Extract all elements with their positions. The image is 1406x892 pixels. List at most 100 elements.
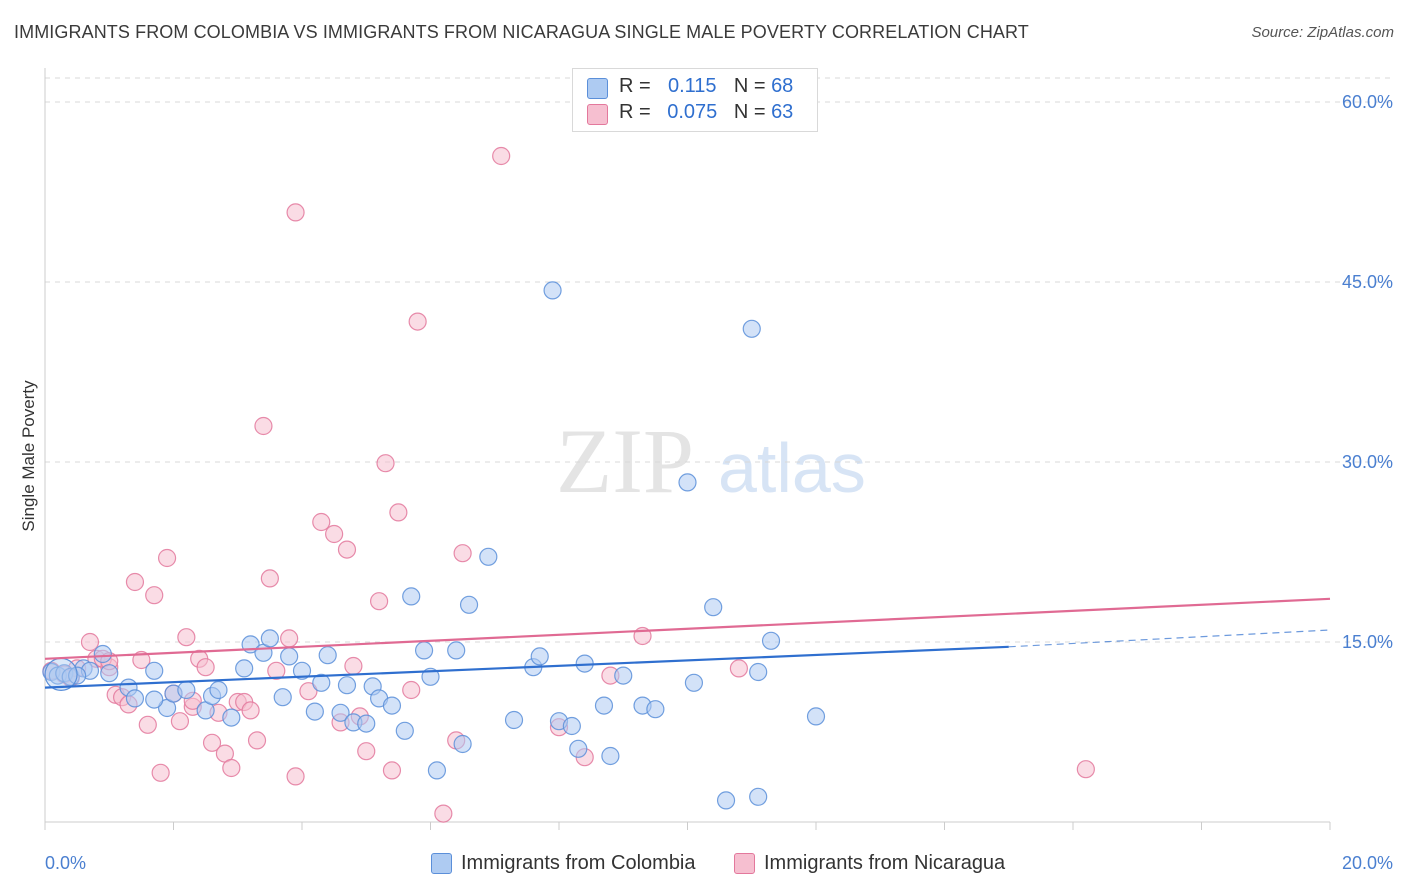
legend-swatch-blue — [587, 78, 608, 99]
x-tick-labels: 0.0% 20.0% — [45, 853, 1393, 873]
data-point-colombia — [761, 631, 781, 650]
data-point-colombia — [337, 676, 357, 695]
data-point-colombia — [594, 696, 614, 715]
data-point-colombia — [678, 473, 697, 492]
data-point-nicaragua — [408, 312, 427, 331]
data-point-colombia — [601, 746, 620, 766]
data-point-colombia — [235, 659, 254, 678]
data-point-nicaragua — [170, 712, 190, 731]
data-point-nicaragua — [151, 763, 170, 782]
data-point-colombia — [100, 664, 119, 683]
n-value: 68 — [771, 75, 794, 97]
data-point-nicaragua — [492, 146, 511, 166]
watermark: ZIP atlas — [556, 410, 866, 512]
legend-swatch-blue — [431, 853, 452, 874]
data-point-nicaragua — [286, 203, 305, 222]
data-point-colombia — [427, 761, 447, 780]
data-point-nicaragua — [286, 767, 305, 786]
data-point-nicaragua — [312, 512, 331, 532]
legend-row-text: R = 0.075 N = 63 — [619, 101, 793, 124]
y-tick-label: 30.0% — [1342, 452, 1393, 472]
axes — [44, 68, 1331, 830]
data-point-nicaragua — [280, 629, 299, 648]
legend-label: Immigrants from Nicaragua — [764, 852, 1006, 874]
data-point-colombia — [716, 791, 736, 810]
data-point-colombia — [749, 787, 768, 806]
watermark-atlas: atlas — [718, 429, 866, 507]
data-point-nicaragua — [337, 540, 357, 559]
data-point-colombia — [93, 644, 112, 664]
data-point-colombia — [543, 281, 562, 300]
trend-line-colombia — [44, 645, 1009, 689]
data-point-nicaragua — [402, 680, 421, 700]
data-point-colombia — [125, 689, 145, 708]
data-point-colombia — [504, 710, 524, 730]
r-value: 0.115 — [667, 75, 717, 97]
data-point-nicaragua — [132, 650, 151, 670]
data-point-nicaragua — [157, 548, 177, 568]
data-point-colombia — [222, 708, 241, 727]
data-point-nicaragua — [382, 761, 402, 780]
data-point-colombia — [459, 595, 479, 614]
n-label: N = — [733, 101, 766, 123]
data-point-nicaragua — [177, 628, 196, 647]
data-point-nicaragua — [357, 742, 376, 761]
data-point-nicaragua — [267, 661, 286, 680]
r-label: R = — [619, 101, 651, 123]
data-point-colombia — [312, 673, 331, 692]
data-point-nicaragua — [1076, 760, 1095, 779]
data-point-colombia — [447, 641, 466, 660]
correlation-legend: R = 0.115 N = 68 R = 0.075 N = 63 — [572, 68, 818, 132]
data-point-nicaragua — [145, 586, 164, 605]
x-tick-label: 0.0% — [45, 853, 86, 873]
y-tick-label: 45.0% — [1342, 272, 1393, 292]
data-point-colombia — [414, 641, 434, 660]
data-point-nicaragua — [434, 804, 453, 823]
data-point-colombia — [357, 714, 376, 733]
data-point-colombia — [749, 662, 768, 682]
data-point-colombia — [614, 666, 633, 685]
data-point-nicaragua — [376, 454, 395, 473]
data-point-colombia — [318, 646, 337, 665]
data-point-nicaragua — [241, 701, 260, 720]
data-point-colombia — [562, 716, 581, 736]
x-tick-label: 20.0% — [1342, 853, 1393, 873]
chart-title: IMMIGRANTS FROM COLOMBIA VS IMMIGRANTS F… — [14, 22, 1029, 42]
legend-row-text: R = 0.115 N = 68 — [619, 75, 793, 98]
data-point-nicaragua — [254, 416, 273, 436]
data-point-colombia — [209, 680, 228, 700]
data-point-colombia — [646, 700, 665, 719]
data-point-nicaragua — [138, 715, 157, 734]
data-point-colombia — [479, 547, 498, 566]
data-point-nicaragua — [389, 503, 408, 522]
watermark-zip: ZIP — [556, 410, 694, 512]
data-point-colombia — [402, 587, 421, 606]
data-point-colombia — [569, 739, 588, 758]
data-point-colombia — [742, 319, 761, 338]
series-colombia-points — [42, 281, 826, 810]
data-point-nicaragua — [80, 632, 100, 652]
n-value: 63 — [771, 101, 794, 123]
data-point-nicaragua — [299, 682, 318, 701]
data-point-nicaragua — [453, 544, 472, 563]
data-point-colombia — [806, 707, 826, 726]
data-point-colombia — [145, 661, 164, 680]
data-point-nicaragua — [125, 572, 145, 592]
r-label: R = — [619, 75, 651, 97]
legend-label: Immigrants from Colombia — [461, 852, 696, 874]
data-point-colombia — [530, 647, 549, 666]
data-point-colombia — [145, 690, 164, 709]
n-label: N = — [733, 75, 766, 97]
data-point-colombia — [684, 673, 704, 692]
data-point-nicaragua — [325, 524, 344, 544]
data-point-colombia — [382, 696, 402, 715]
r-value: 0.075 — [667, 101, 718, 123]
data-point-colombia — [704, 598, 723, 617]
data-point-nicaragua — [344, 656, 363, 676]
trend-line-nicaragua — [44, 597, 1331, 660]
data-point-nicaragua — [370, 592, 389, 611]
y-tick-label: 60.0% — [1342, 92, 1393, 112]
data-point-colombia — [260, 629, 279, 648]
trend-line-colombia-extension — [1008, 629, 1331, 648]
